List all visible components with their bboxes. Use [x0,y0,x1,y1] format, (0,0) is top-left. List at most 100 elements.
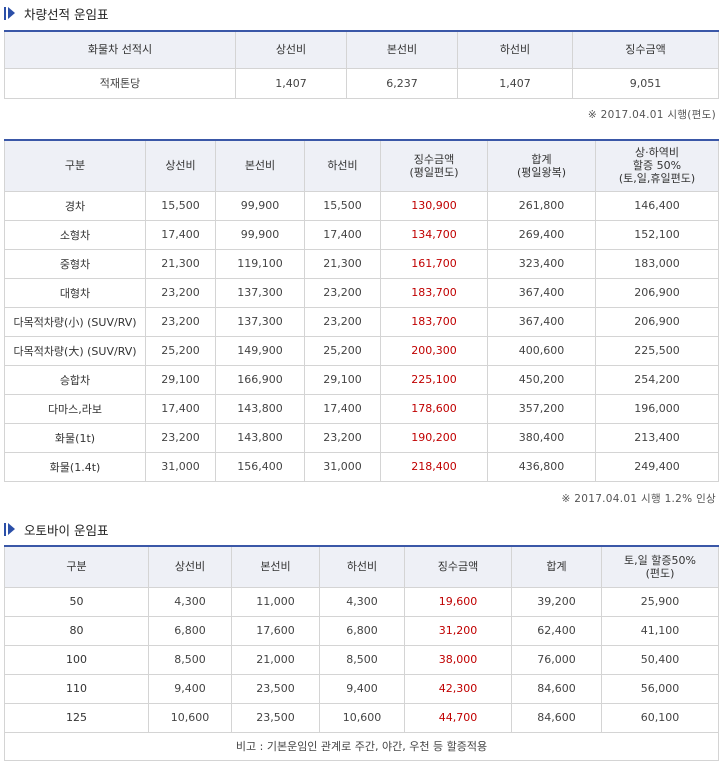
remark-text: 비고 : 기본운임인 관계로 주간, 야간, 우천 등 할증적용 [4,731,719,761]
row-label: 경차 [4,190,146,221]
table-cell: 149,900 [215,335,305,366]
row-label: 소형차 [4,219,146,250]
section-marker-icon [4,6,18,20]
table-cell: 143,800 [215,393,305,424]
table-cell: 269,400 [487,219,596,250]
column-header: 징수금액 [572,30,719,69]
table-cell: 380,400 [487,422,596,453]
row-label: 125 [4,702,149,733]
table-cell: 29,100 [304,364,381,395]
table-cell: 357,200 [487,393,596,424]
collected-amount-cell: 38,000 [404,644,512,675]
table-cell: 367,400 [487,277,596,308]
table-cell: 21,300 [145,248,216,279]
table-cell: 9,400 [319,673,405,704]
collected-amount-cell: 19,600 [404,586,512,617]
table-cell: 196,000 [595,393,719,424]
section-title-text: 오토바이 운임표 [24,522,109,538]
table-row: 중형차 21,300 119,100 21,300 161,700 323,400 183,… [4,248,719,279]
column-header: 징수금액 (평일편도) [380,139,488,192]
table-cell: 21,000 [231,644,320,675]
section-marker-icon [4,522,18,536]
table-cell: 62,400 [511,615,602,646]
table-cell: 119,100 [215,248,305,279]
row-label: 적재톤당 [4,67,236,99]
collected-amount-cell: 130,900 [380,190,488,221]
table-cell: 146,400 [595,190,719,221]
row-label: 50 [4,586,149,617]
table-cell: 11,000 [231,586,320,617]
row-label: 승합차 [4,364,146,395]
table-cell: 84,600 [511,673,602,704]
table-note: ※ 2017.04.01 시행(편도) [587,109,716,121]
table-cell: 23,200 [304,277,381,308]
column-header: 상선비 [235,30,347,69]
column-header: 상선비 [145,139,216,192]
table-cell: 41,100 [601,615,719,646]
table-cell: 137,300 [215,277,305,308]
collected-amount-cell: 218,400 [380,451,488,482]
table-cell: 23,500 [231,673,320,704]
table-cell: 76,000 [511,644,602,675]
column-header: 본선비 [231,545,320,588]
table-cell: 156,400 [215,451,305,482]
column-header: 상선비 [148,545,232,588]
table-cell: 17,400 [304,393,381,424]
row-label: 80 [4,615,149,646]
table-row: 화물(1t) 23,200 143,800 23,200 190,200 380,400 2… [4,422,719,453]
table-cell: 23,200 [145,277,216,308]
column-header: 구분 [4,139,146,192]
table-cell: 436,800 [487,451,596,482]
table-row: 다마스,라보 17,400 143,800 17,400 178,600 357,200 1… [4,393,719,424]
table-row: 소형차 17,400 99,900 17,400 134,700 269,400 152,1… [4,219,719,250]
table-cell: 4,300 [148,586,232,617]
column-header: 하선비 [457,30,573,69]
table-cell: 400,600 [487,335,596,366]
table-cell: 213,400 [595,422,719,453]
table-row: 다목적차량(小) (SUV/RV) 23,200 137,300 23,200 183,… [4,306,719,337]
table-cell: 225,500 [595,335,719,366]
table-cell: 17,600 [231,615,320,646]
column-header: 하선비 [304,139,381,192]
table-cell: 183,000 [595,248,719,279]
column-header: 구분 [4,545,149,588]
table-cell: 152,100 [595,219,719,250]
table-row: 50 4,300 11,000 4,300 19,600 39,200 25,900 [4,586,719,617]
table-cell: 6,800 [319,615,405,646]
row-label: 화물(1t) [4,422,146,453]
column-header: 징수금액 [404,545,512,588]
collected-amount-cell: 161,700 [380,248,488,279]
table-row: 125 10,600 23,500 10,600 44,700 84,600 60,100 [4,702,719,733]
row-label: 110 [4,673,149,704]
row-label: 중형차 [4,248,146,279]
table-cell: 10,600 [148,702,232,733]
table-cell: 249,400 [595,451,719,482]
table-cell: 8,500 [319,644,405,675]
column-header: 합계 [511,545,602,588]
table-cell: 9,051 [572,67,719,99]
table-cell: 99,900 [215,219,305,250]
table-cell: 23,200 [145,306,216,337]
row-label: 다목적차량(大) (SUV/RV) [4,335,146,366]
collected-amount-cell: 178,600 [380,393,488,424]
table-cell: 254,200 [595,364,719,395]
table-cell: 99,900 [215,190,305,221]
collected-amount-cell: 183,700 [380,277,488,308]
table-cell: 60,100 [601,702,719,733]
table-cell: 15,500 [304,190,381,221]
table-row: 화물(1.4t) 31,000 156,400 31,000 218,400 436,80… [4,451,719,482]
table-cell: 17,400 [304,219,381,250]
table-row: 대형차 23,200 137,300 23,200 183,700 367,400 206,… [4,277,719,308]
table-cell: 23,200 [145,422,216,453]
motorcycle-fare-table: 구분 상선비 본선비 하선비 징수금액 합계 토,일 할증50% (편도) 50 4,300 11… [4,545,719,761]
table-row: 110 9,400 23,500 9,400 42,300 84,600 56,000 [4,673,719,704]
column-header: 본선비 [215,139,305,192]
table-cell: 206,900 [595,306,719,337]
row-label: 대형차 [4,277,146,308]
column-header: 상·하역비 할증 50% (토,일,휴일편도) [595,139,719,192]
table-cell: 137,300 [215,306,305,337]
collected-amount-cell: 31,200 [404,615,512,646]
table-cell: 23,500 [231,702,320,733]
table-cell: 261,800 [487,190,596,221]
table-cell: 450,200 [487,364,596,395]
